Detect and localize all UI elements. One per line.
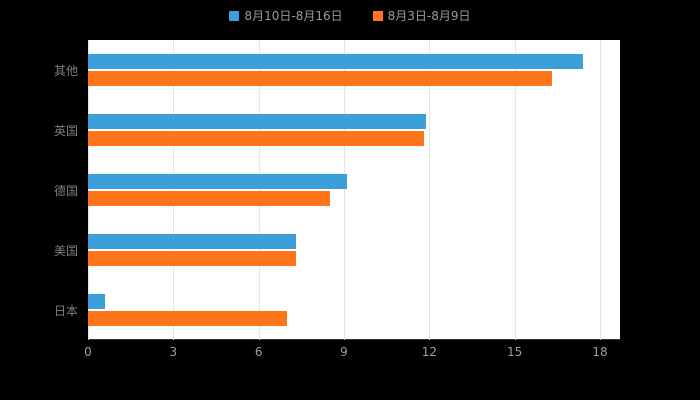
bar-日本-8月10日-8月16日[interactable] bbox=[88, 294, 106, 309]
x-axis-line bbox=[88, 339, 620, 340]
gridline bbox=[88, 40, 89, 340]
x-tick-label: 3 bbox=[169, 345, 178, 359]
category-label: 日本 bbox=[53, 304, 78, 318]
gridline bbox=[514, 40, 516, 340]
bar-美国-8月3日-8月9日[interactable] bbox=[88, 251, 296, 266]
category-label: 美国 bbox=[53, 244, 78, 258]
gridline bbox=[173, 40, 175, 340]
bar-美国-8月10日-8月16日[interactable] bbox=[88, 234, 296, 249]
x-tick-label: 0 bbox=[84, 345, 92, 359]
legend-item-1[interactable]: 8月3日-8月9日 bbox=[372, 7, 471, 24]
bar-德国-8月3日-8月9日[interactable] bbox=[88, 191, 330, 206]
category-label: 其他 bbox=[53, 64, 78, 78]
bar-英国-8月3日-8月9日[interactable] bbox=[88, 131, 424, 146]
x-tick-label: 9 bbox=[340, 345, 348, 359]
legend-swatch-icon bbox=[372, 10, 383, 21]
gridline bbox=[429, 40, 431, 340]
x-tick-label: 18 bbox=[592, 345, 608, 359]
bar-德国-8月10日-8月16日[interactable] bbox=[88, 174, 347, 189]
legend: 8月10日-8月16日 8月3日-8月9日 bbox=[0, 7, 700, 24]
gridline bbox=[600, 40, 601, 340]
gridline bbox=[344, 40, 345, 340]
bar-日本-8月3日-8月9日[interactable] bbox=[88, 311, 288, 326]
category-label: 德国 bbox=[53, 184, 78, 198]
bar-其他-8月10日-8月16日[interactable] bbox=[88, 54, 583, 69]
legend-item-0[interactable]: 8月10日-8月16日 bbox=[229, 7, 343, 24]
bar-英国-8月10日-8月16日[interactable] bbox=[88, 114, 427, 129]
gridline bbox=[258, 40, 260, 340]
x-tick-label: 12 bbox=[421, 345, 437, 359]
x-tick-label: 6 bbox=[254, 345, 263, 359]
legend-label: 8月10日-8月16日 bbox=[244, 9, 343, 23]
category-labels: 其他英国德国美国日本 bbox=[0, 40, 84, 340]
x-tick-label: 15 bbox=[507, 345, 523, 359]
bar-其他-8月3日-8月9日[interactable] bbox=[88, 71, 552, 86]
x-axis-labels: 0 3 6 9 12 15 18 bbox=[0, 345, 700, 365]
legend-label: 8月3日-8月9日 bbox=[387, 9, 471, 23]
category-label: 英国 bbox=[53, 124, 78, 138]
plot-area bbox=[88, 40, 620, 340]
legend-swatch-icon bbox=[229, 10, 240, 21]
